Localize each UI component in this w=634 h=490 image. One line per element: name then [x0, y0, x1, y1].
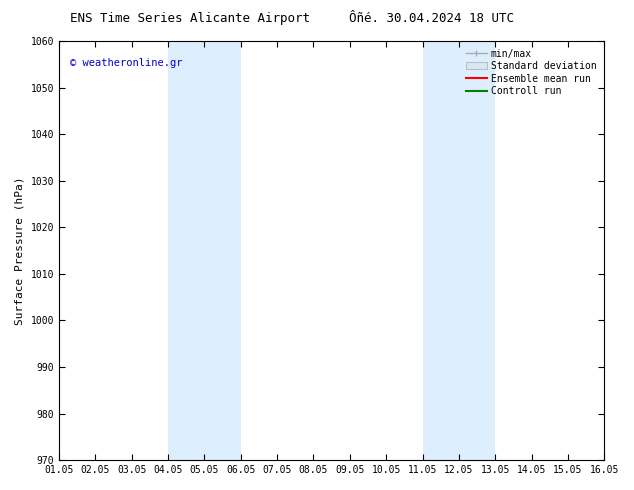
- Y-axis label: Surface Pressure (hPa): Surface Pressure (hPa): [15, 176, 25, 325]
- Bar: [422, 41, 495, 460]
- Bar: [168, 41, 241, 460]
- Text: Ôñé. 30.04.2024 18 UTC: Ôñé. 30.04.2024 18 UTC: [349, 12, 514, 25]
- Text: ENS Time Series Alicante Airport: ENS Time Series Alicante Airport: [70, 12, 310, 25]
- Legend: min/max, Standard deviation, Ensemble mean run, Controll run: min/max, Standard deviation, Ensemble me…: [463, 46, 600, 99]
- Text: © weatheronline.gr: © weatheronline.gr: [70, 58, 183, 68]
